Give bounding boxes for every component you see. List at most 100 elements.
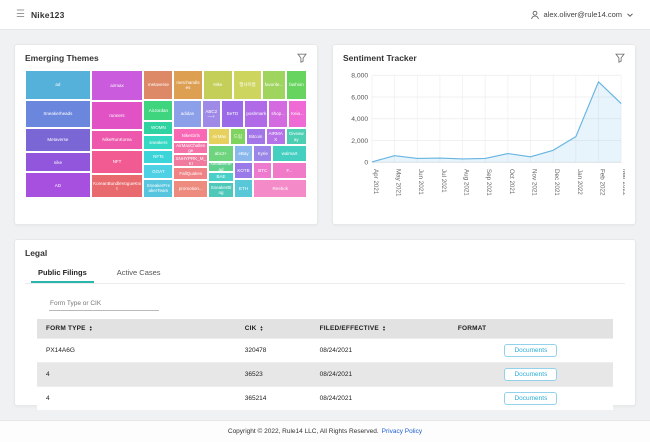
treemap-tile[interactable]: Nike bbox=[203, 70, 233, 100]
form-type-cik-input[interactable] bbox=[49, 297, 159, 311]
svg-text:4,000: 4,000 bbox=[351, 116, 368, 123]
treemap-tile[interactable]: poshmark bbox=[244, 100, 268, 129]
treemap-tile[interactable]: AirJordan bbox=[143, 100, 173, 121]
documents-button[interactable]: Documents bbox=[504, 368, 557, 381]
sort-icon[interactable]: ▴▾ bbox=[261, 326, 263, 331]
svg-text:Apr 2021: Apr 2021 bbox=[372, 169, 379, 195]
treemap-tile[interactable]: AIRMAX bbox=[266, 128, 286, 145]
treemap-tile[interactable]: KOTB bbox=[234, 162, 254, 179]
treemap-tile[interactable]: abc2+ bbox=[208, 145, 233, 162]
treemap-tile[interactable]: BeTD bbox=[221, 100, 244, 129]
emerging-themes-card: Emerging Themes adSneakerheadsMetaversen… bbox=[14, 44, 318, 225]
treemap-tile[interactable]: Keia... bbox=[288, 100, 307, 129]
treemap-tile[interactable]: 드림 bbox=[230, 128, 245, 145]
treemap-tile[interactable]: AirMaxChallenge bbox=[173, 142, 208, 154]
treemap-tile[interactable]: runners bbox=[91, 101, 144, 129]
tab-active-cases[interactable]: Active Cases bbox=[110, 263, 168, 283]
treemap-tile[interactable]: ETH bbox=[234, 179, 254, 198]
treemap-tile[interactable]: Kyrie bbox=[253, 145, 272, 162]
cik-cell: 36523 bbox=[236, 363, 311, 387]
treemap-tile[interactable]: F... bbox=[272, 162, 307, 179]
svg-text:2,000: 2,000 bbox=[351, 138, 368, 145]
column-header-cik[interactable]: CIK▴▾ bbox=[236, 319, 311, 339]
filed-effective-cell: 08/24/2021 bbox=[311, 363, 449, 387]
brand-title: Nike123 bbox=[31, 10, 65, 20]
treemap-tile[interactable]: sneakerhead bbox=[208, 162, 233, 172]
format-cell: Documents bbox=[449, 387, 613, 411]
form-type-cell: PX14A6G bbox=[37, 339, 236, 363]
filter-icon[interactable] bbox=[297, 53, 307, 63]
treemap-tile[interactable]: merchandises bbox=[173, 70, 202, 100]
table-row: PX14A6G32047808/24/2021Documents bbox=[37, 339, 613, 363]
treemap-tile[interactable]: sneakers bbox=[143, 135, 173, 150]
treemap-tile[interactable]: BTC bbox=[253, 162, 272, 179]
treemap-tile[interactable]: BAE bbox=[208, 172, 233, 182]
treemap-tile[interactable]: fashion bbox=[286, 70, 307, 100]
svg-text:8,000: 8,000 bbox=[351, 73, 368, 80]
filings-table-body: PX14A6G32047808/24/2021Documents43652308… bbox=[37, 339, 613, 411]
treemap-tile[interactable]: Sneakerheads bbox=[25, 100, 91, 128]
treemap: adSneakerheadsMetaversenikeAD airmaxrunne… bbox=[25, 70, 307, 198]
svg-text:Jan 2022: Jan 2022 bbox=[576, 169, 583, 195]
treemap-tile[interactable]: NFT bbox=[91, 150, 144, 174]
treemap-tile[interactable]: shop... bbox=[268, 100, 287, 129]
privacy-policy-link[interactable]: Privacy Policy bbox=[382, 428, 422, 435]
main-content: Emerging Themes adSneakerheadsMetaversen… bbox=[0, 30, 650, 420]
column-header-filed-effective[interactable]: FILED/EFFECTIVE▴▾ bbox=[311, 319, 449, 339]
treemap-tile[interactable]: SneakerFreakerTeam bbox=[143, 179, 173, 198]
cik-cell: 365214 bbox=[236, 387, 311, 411]
sort-icon[interactable]: ▴▾ bbox=[383, 326, 385, 331]
svg-text:Nov 2021: Nov 2021 bbox=[530, 169, 537, 196]
treemap-tile[interactable]: AirMax bbox=[208, 128, 230, 145]
treemap-tile[interactable]: nike bbox=[25, 152, 91, 172]
treemap-tile[interactable]: Bitcoin bbox=[246, 128, 266, 145]
treemap-tile[interactable]: SNHYPRK_M_KI bbox=[173, 154, 208, 167]
svg-text:Oct 2021: Oct 2021 bbox=[508, 169, 515, 195]
table-header-row: FORM TYPE▴▾ CIK▴▾ FILED/EFFECTIVE▴▾ FORM… bbox=[37, 319, 613, 339]
treemap-tile[interactable]: favorite... bbox=[262, 70, 286, 100]
svg-text:Aug 2021: Aug 2021 bbox=[463, 169, 470, 196]
treemap-tile[interactable]: NikeGirls bbox=[173, 128, 208, 142]
menu-icon[interactable]: ☰ bbox=[16, 10, 25, 20]
svg-text:Jun 2021: Jun 2021 bbox=[417, 169, 424, 195]
treemap-tile[interactable]: Metaverse bbox=[25, 128, 91, 152]
documents-button[interactable]: Documents bbox=[504, 392, 557, 405]
brand: ☰ Nike123 bbox=[16, 10, 65, 20]
treemap-tile[interactable]: Giveaway bbox=[286, 128, 307, 145]
user-icon bbox=[530, 10, 540, 20]
documents-button[interactable]: Documents bbox=[504, 344, 557, 357]
treemap-tile[interactable]: promotion... bbox=[173, 180, 208, 198]
sort-icon[interactable]: ▴▾ bbox=[90, 326, 92, 331]
svg-text:6,000: 6,000 bbox=[351, 94, 368, 101]
user-email: alex.oliver@rule14.com bbox=[544, 10, 622, 19]
tab-public-filings[interactable]: Public Filings bbox=[31, 263, 94, 283]
sentiment-tracker-card: Sentiment Tracker 02,0004,0006,0008,000A… bbox=[332, 44, 636, 225]
treemap-tile[interactable]: walmart bbox=[272, 145, 307, 162]
treemap-tile[interactable]: ABC2—+ bbox=[202, 100, 221, 129]
cik-cell: 320478 bbox=[236, 339, 311, 363]
treemap-tile[interactable]: eBay bbox=[234, 145, 254, 162]
format-cell: Documents bbox=[449, 363, 613, 387]
treemap-tile[interactable]: SneakerBlog bbox=[208, 182, 233, 198]
filed-effective-cell: 08/24/2021 bbox=[311, 387, 449, 411]
filter-icon[interactable] bbox=[615, 53, 625, 63]
treemap-tile[interactable]: metaverse bbox=[143, 70, 173, 100]
treemap-tile[interactable]: GOAT bbox=[143, 164, 173, 179]
treemap-tile[interactable]: ad bbox=[25, 70, 91, 100]
treemap-tile[interactable]: KoreanBundleVogueKnit bbox=[91, 174, 144, 198]
treemap-tile[interactable]: WOMN bbox=[143, 121, 173, 135]
treemap-tile[interactable]: FallQuakes bbox=[173, 167, 208, 180]
treemap-tile[interactable]: AD bbox=[25, 172, 91, 198]
treemap-tile[interactable]: adidas bbox=[173, 100, 201, 129]
treemap-tile[interactable]: Reebok bbox=[253, 179, 307, 198]
svg-text:Jul 2021: Jul 2021 bbox=[440, 169, 447, 193]
emerging-themes-title: Emerging Themes bbox=[25, 53, 99, 63]
form-type-cell: 4 bbox=[37, 363, 236, 387]
column-header-form-type[interactable]: FORM TYPE▴▾ bbox=[37, 319, 236, 339]
treemap-tile[interactable]: NFTs bbox=[143, 150, 173, 164]
user-menu[interactable]: alex.oliver@rule14.com bbox=[530, 10, 634, 20]
svg-text:Feb 2022: Feb 2022 bbox=[598, 169, 605, 196]
treemap-tile[interactable]: NikeRunKorea bbox=[91, 130, 144, 150]
treemap-tile[interactable]: airmax bbox=[91, 70, 144, 101]
treemap-tile[interactable]: 행사이름 bbox=[233, 70, 262, 100]
